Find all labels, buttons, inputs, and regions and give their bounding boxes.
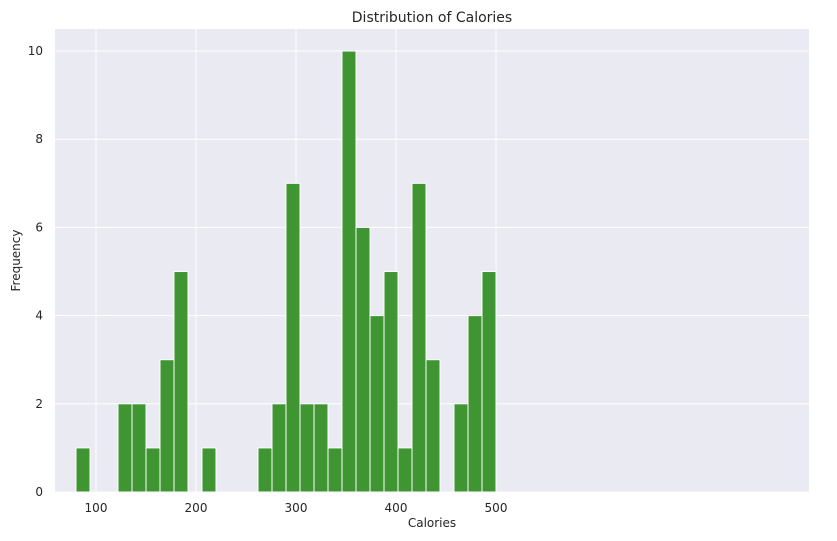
x-axis-ticks: 100 200 300 400 500 (85, 501, 508, 515)
histogram-bar (411, 182, 427, 493)
histogram-bar (285, 182, 301, 493)
histogram-bar (201, 447, 217, 493)
histogram-bar (173, 271, 189, 493)
histogram-bars (75, 50, 497, 493)
chart-title: Distribution of Calories (352, 10, 512, 26)
histogram-bar (341, 50, 357, 493)
x-tick-label: 400 (385, 501, 408, 515)
y-axis-ticks: 0 2 4 6 8 10 (28, 44, 43, 499)
y-tick-label: 2 (35, 397, 43, 411)
y-tick-label: 6 (35, 220, 43, 234)
histogram-bar (75, 447, 91, 493)
histogram-bar (145, 447, 161, 493)
y-tick-label: 10 (28, 44, 43, 58)
y-tick-label: 4 (35, 309, 43, 323)
histogram-bar (327, 447, 343, 493)
y-axis-label: Frequency (9, 230, 23, 292)
histogram-bar (467, 315, 483, 493)
histogram-bar (453, 403, 469, 493)
x-axis-label: Calories (408, 516, 456, 530)
histogram-bar (313, 403, 329, 493)
histogram-bar (117, 403, 133, 493)
histogram-bar (131, 403, 147, 493)
x-tick-label: 300 (285, 501, 308, 515)
histogram-bar (481, 271, 497, 493)
x-tick-label: 100 (85, 501, 108, 515)
histogram-bar (299, 403, 315, 493)
x-tick-label: 500 (485, 501, 508, 515)
histogram-bar (271, 403, 287, 493)
histogram-bar (159, 359, 175, 493)
histogram-bar (397, 447, 413, 493)
histogram-bar (355, 226, 371, 493)
histogram-bar (257, 447, 273, 493)
y-tick-label: 0 (35, 485, 43, 499)
histogram-bar (369, 315, 385, 493)
x-tick-label: 200 (185, 501, 208, 515)
y-tick-label: 8 (35, 132, 43, 146)
histogram-bar (425, 359, 441, 493)
histogram-bar (383, 271, 399, 493)
